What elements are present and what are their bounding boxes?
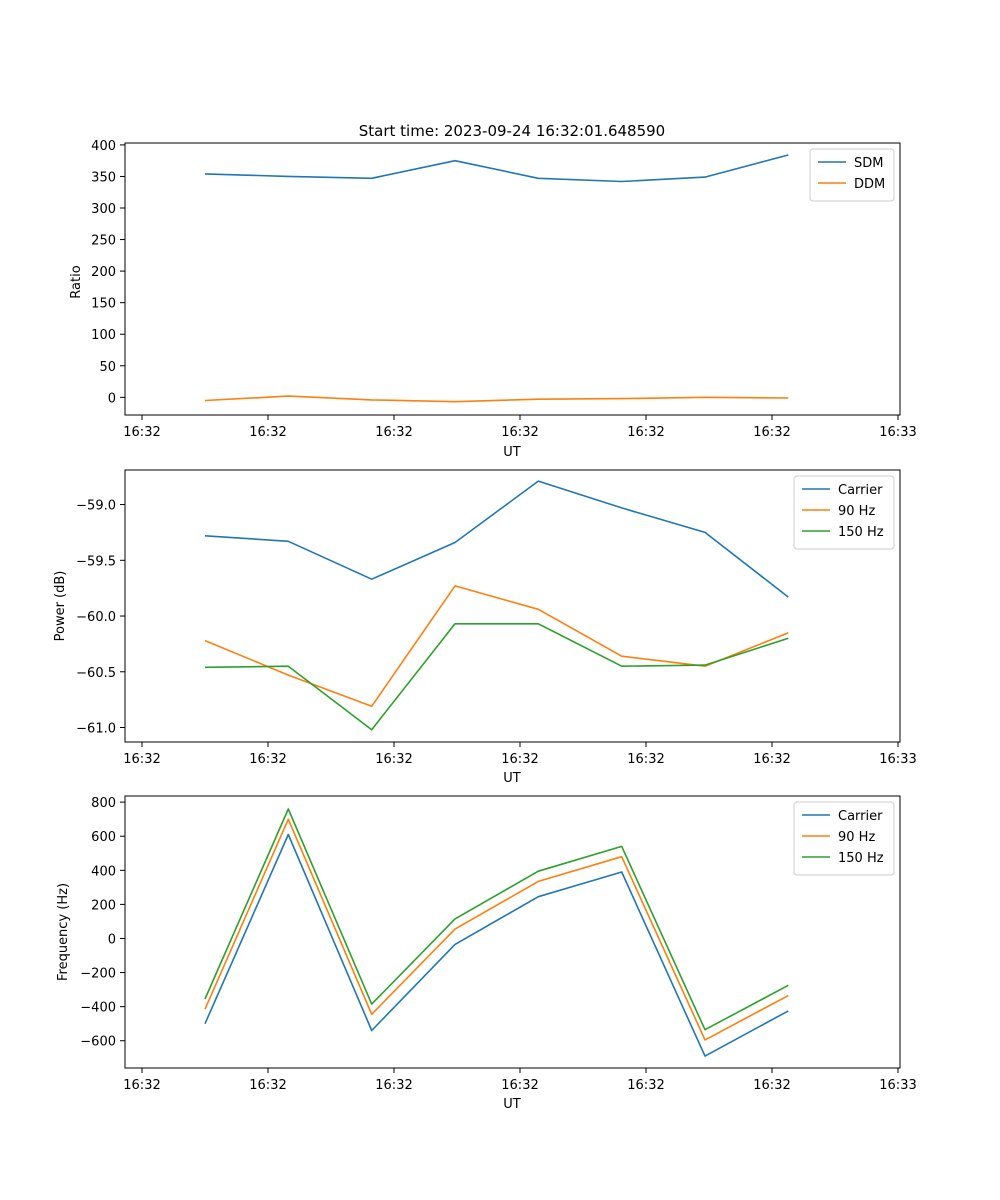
power-x-tick-label: 16:32 bbox=[123, 752, 160, 767]
ratio-y-tick-label: 0 bbox=[108, 391, 116, 406]
frequency-x-tick-label: 16:32 bbox=[375, 1078, 412, 1093]
power-x-tick-label: 16:32 bbox=[627, 752, 664, 767]
power-y-axis-label: Power (dB) bbox=[53, 571, 68, 642]
ratio-legend-label: DDM bbox=[854, 177, 885, 192]
ratio-y-tick-label: 50 bbox=[99, 360, 116, 375]
ratio-x-tick-label: 16:32 bbox=[753, 425, 790, 440]
power-panel: 16:32 16:32 16:32 16:32 16:32 16:32 16:33 −61.… bbox=[53, 469, 917, 786]
ratio-y-tick-label: 150 bbox=[91, 297, 116, 312]
frequency-y-tick-label: 600 bbox=[91, 830, 116, 845]
frequency-y-ticks: −600 −400 −200 0 200 400 600 800 bbox=[80, 796, 125, 1050]
power-y-tick-label: −61.0 bbox=[76, 722, 116, 737]
ratio-y-tick-label: 100 bbox=[91, 328, 116, 343]
power-y-tick-label: −59.5 bbox=[76, 554, 116, 569]
frequency-y-tick-label: 0 bbox=[108, 932, 116, 947]
ratio-y-tick-label: 200 bbox=[91, 265, 116, 280]
ratio-y-tick-label: 400 bbox=[91, 139, 116, 154]
ratio-panel: 16:32 16:32 16:32 16:32 16:32 16:32 16:33 0 50 1… bbox=[69, 139, 917, 460]
ratio-x-tick-label: 16:33 bbox=[879, 425, 916, 440]
ratio-x-ticks: 16:32 16:32 16:32 16:32 16:32 16:32 16:33 bbox=[123, 415, 917, 440]
power-y-tick-label: −60.0 bbox=[76, 610, 116, 625]
ratio-y-axis-label: Ratio bbox=[69, 265, 84, 298]
frequency-x-tick-label: 16:32 bbox=[249, 1078, 286, 1093]
frequency-y-axis-label: Frequency (Hz) bbox=[56, 883, 71, 981]
frequency-panel: 16:32 16:32 16:32 16:32 16:32 16:32 16:33 −600… bbox=[56, 795, 917, 1112]
frequency-series-line-carrier bbox=[204, 833, 789, 1057]
frequency-x-tick-label: 16:32 bbox=[627, 1078, 664, 1093]
frequency-legend-label: 90 Hz bbox=[838, 830, 875, 845]
frequency-y-tick-label: 200 bbox=[91, 898, 116, 913]
frequency-series-lines bbox=[204, 808, 789, 1057]
ratio-x-axis-label: UT bbox=[503, 445, 521, 460]
power-series-line-150-hz bbox=[204, 622, 789, 731]
power-series-lines bbox=[204, 480, 789, 731]
power-y-tick-label: −59.0 bbox=[76, 499, 116, 514]
power-x-axis-label: UT bbox=[503, 771, 521, 786]
ratio-plot-area bbox=[124, 142, 901, 416]
ratio-series-line-sdm bbox=[204, 154, 789, 183]
frequency-y-tick-label: −400 bbox=[80, 1001, 116, 1016]
frequency-x-tick-label: 16:33 bbox=[879, 1078, 916, 1093]
frequency-legend-label: Carrier bbox=[838, 809, 883, 824]
ratio-y-tick-label: 300 bbox=[91, 202, 116, 217]
ratio-x-tick-label: 16:32 bbox=[501, 425, 538, 440]
frequency-x-tick-label: 16:32 bbox=[123, 1078, 160, 1093]
power-y-ticks: −61.0 −60.5 −60.0 −59.5 −59.0 bbox=[76, 499, 125, 737]
figure-title: Start time: 2023-09-24 16:32:01.648590 bbox=[359, 122, 665, 140]
ratio-series-lines bbox=[204, 154, 789, 403]
frequency-y-tick-label: −600 bbox=[80, 1035, 116, 1050]
power-y-tick-label: −60.5 bbox=[76, 666, 116, 681]
frequency-legend: Carrier 90 Hz 150 Hz bbox=[793, 801, 895, 876]
ratio-x-tick-label: 16:32 bbox=[627, 425, 664, 440]
ratio-legend: SDM DDM bbox=[809, 148, 895, 202]
power-x-tick-label: 16:32 bbox=[501, 752, 538, 767]
ratio-x-tick-label: 16:32 bbox=[375, 425, 412, 440]
frequency-x-tick-label: 16:32 bbox=[501, 1078, 538, 1093]
frequency-y-tick-label: 400 bbox=[91, 864, 116, 879]
frequency-legend-label: 150 Hz bbox=[838, 851, 884, 866]
power-series-line-carrier bbox=[204, 480, 789, 598]
frequency-x-ticks: 16:32 16:32 16:32 16:32 16:32 16:32 16:33 bbox=[123, 1068, 917, 1093]
frequency-x-tick-label: 16:32 bbox=[753, 1078, 790, 1093]
frequency-x-axis-label: UT bbox=[503, 1097, 521, 1112]
power-x-tick-label: 16:32 bbox=[753, 752, 790, 767]
frequency-series-line-150-hz bbox=[204, 808, 789, 1031]
ratio-x-tick-label: 16:32 bbox=[249, 425, 286, 440]
frequency-y-tick-label: 800 bbox=[91, 796, 116, 811]
power-legend-label: 90 Hz bbox=[838, 504, 875, 519]
ratio-y-tick-label: 350 bbox=[91, 170, 116, 185]
power-legend-label: Carrier bbox=[838, 483, 883, 498]
frequency-y-tick-label: −200 bbox=[80, 967, 116, 982]
ratio-x-tick-label: 16:32 bbox=[123, 425, 160, 440]
power-x-ticks: 16:32 16:32 16:32 16:32 16:32 16:32 16:33 bbox=[123, 742, 917, 767]
ratio-legend-label: SDM bbox=[854, 156, 883, 171]
power-x-tick-label: 16:32 bbox=[249, 752, 286, 767]
power-legend: Carrier 90 Hz 150 Hz bbox=[793, 475, 895, 550]
power-x-tick-label: 16:33 bbox=[879, 752, 916, 767]
ratio-y-tick-label: 250 bbox=[91, 234, 116, 249]
ratio-y-ticks: 0 50 100 150 200 250 300 350 400 bbox=[91, 139, 125, 406]
power-x-tick-label: 16:32 bbox=[375, 752, 412, 767]
frequency-plot-area bbox=[124, 795, 901, 1069]
ratio-series-line-ddm bbox=[204, 395, 789, 403]
frequency-series-line-90-hz bbox=[204, 818, 789, 1041]
power-legend-label: 150 Hz bbox=[838, 525, 884, 540]
power-plot-area bbox=[124, 469, 901, 743]
